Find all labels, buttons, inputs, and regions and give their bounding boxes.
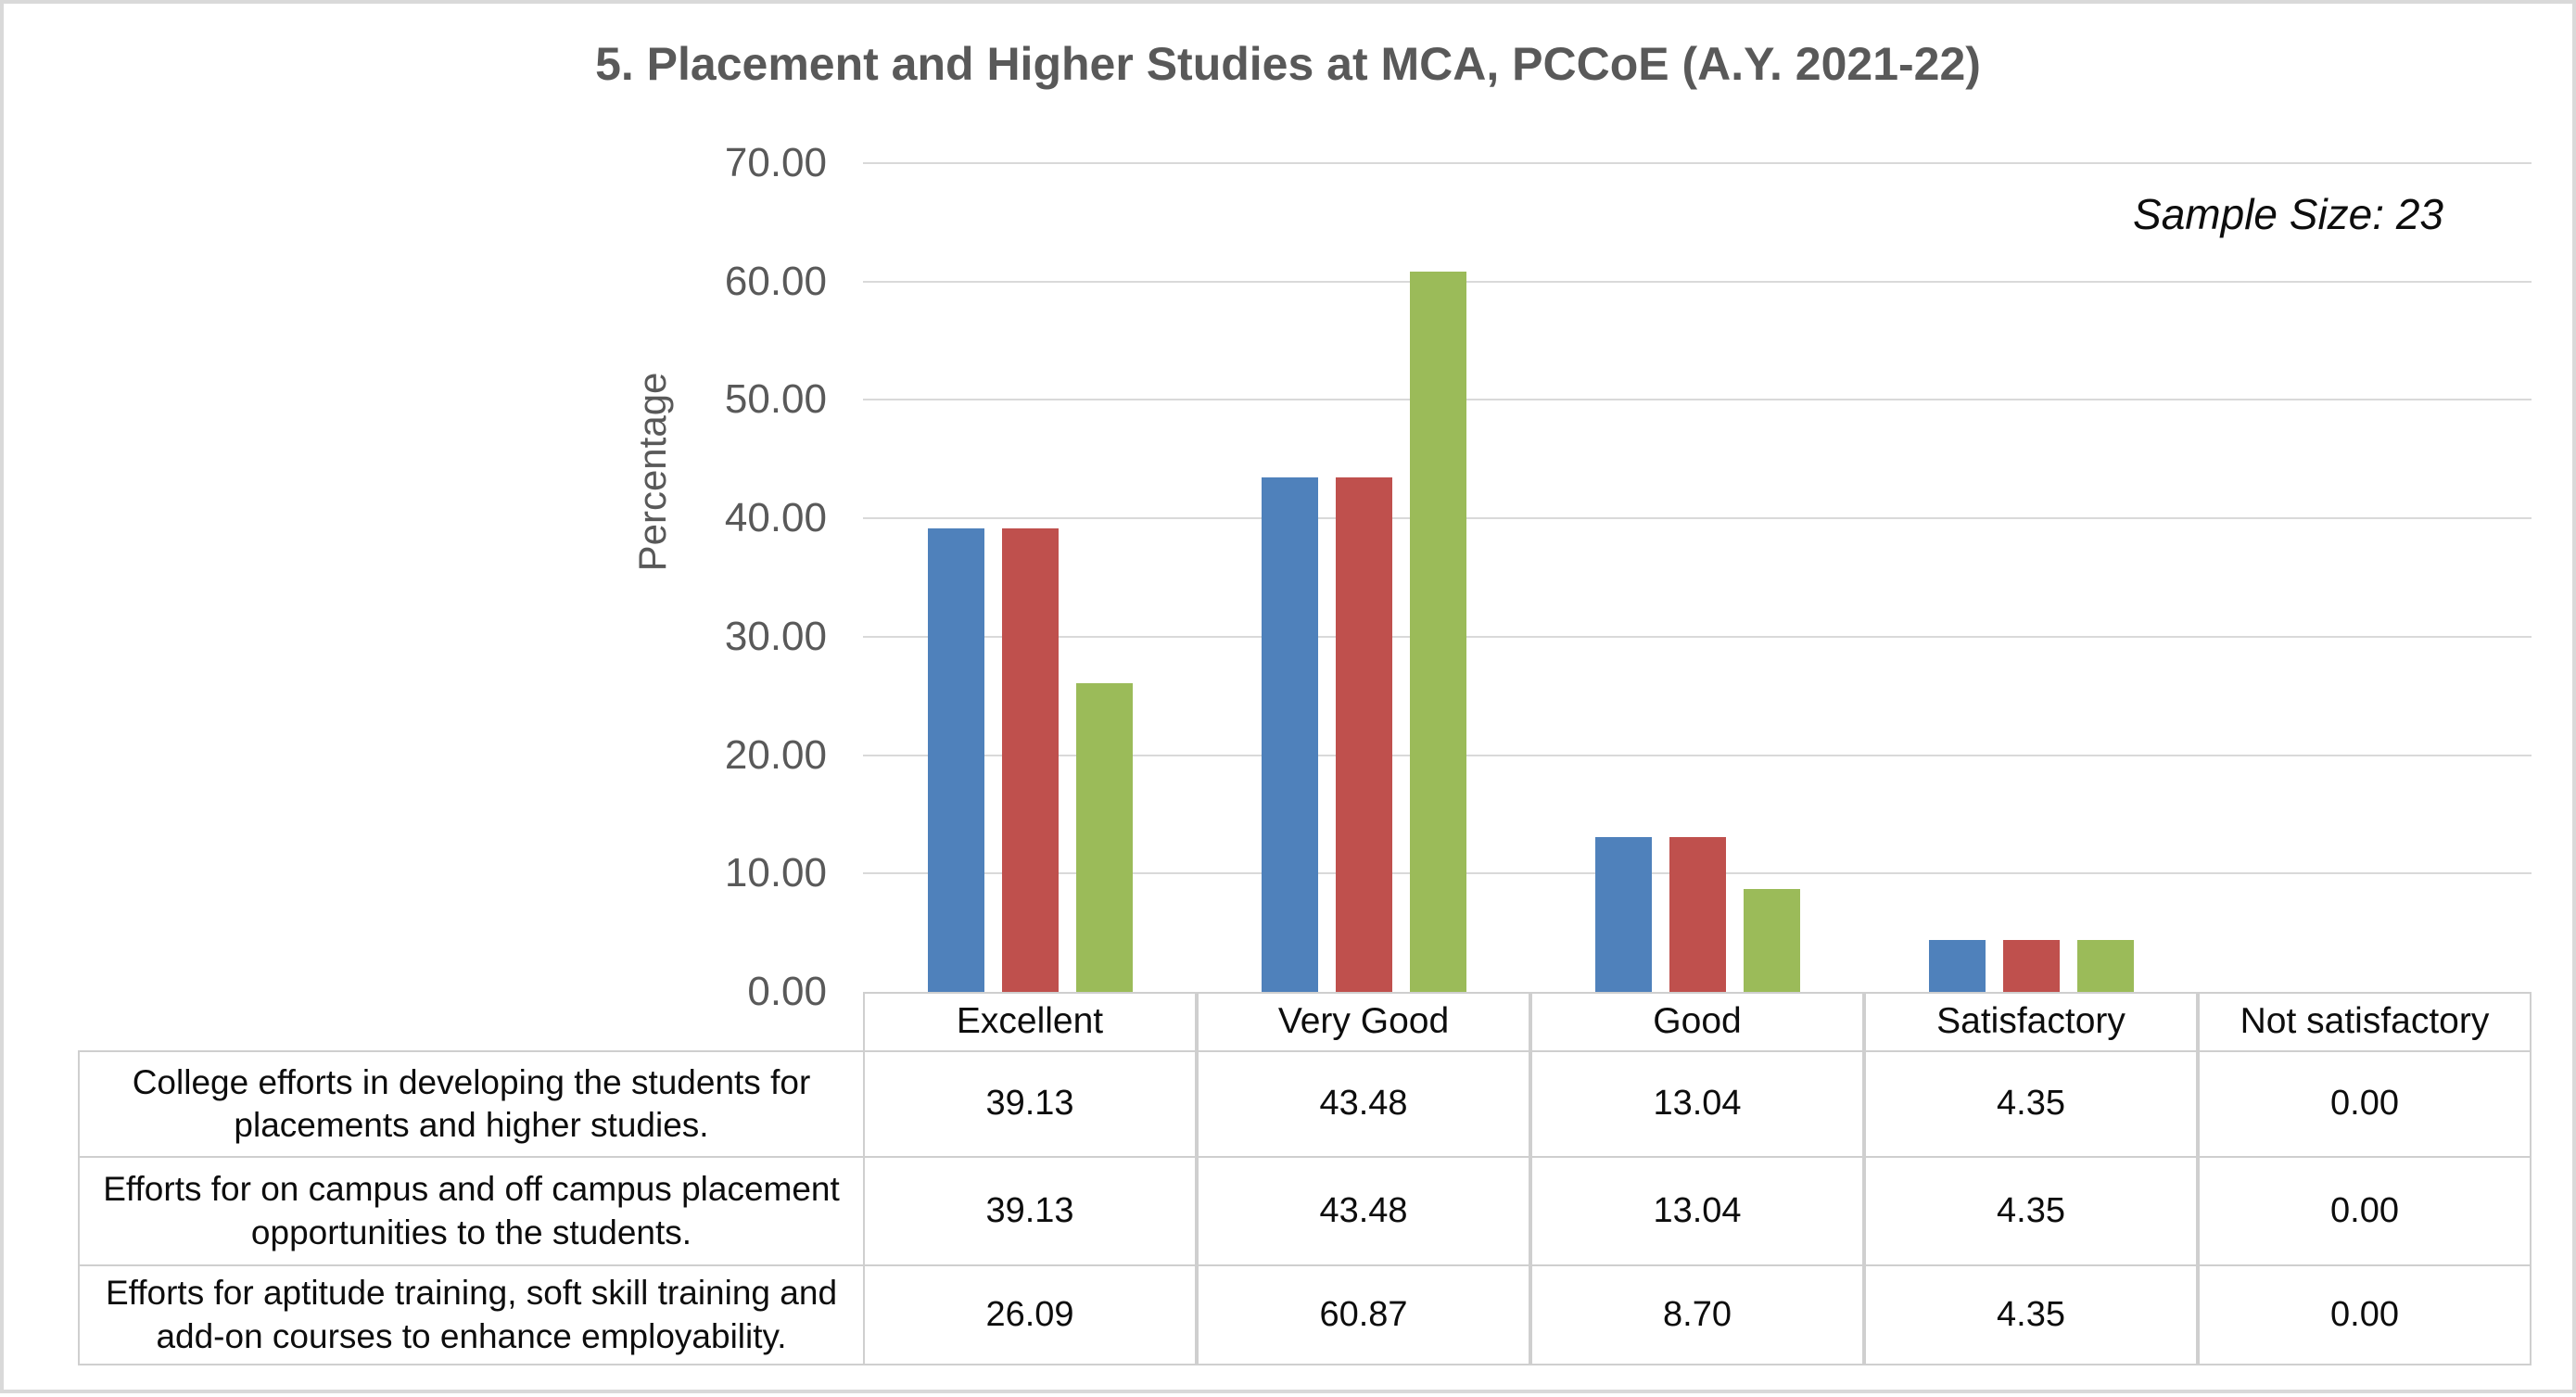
table-value-r1-c1: 39.13 [863, 1050, 1197, 1158]
bar-series3-satisfactory [2077, 940, 2134, 992]
bar-series1-satisfactory [1929, 940, 1986, 992]
table-value-r2-c3: 13.04 [1530, 1156, 1864, 1266]
table-row-label-2: Efforts for on campus and off campus pla… [78, 1156, 865, 1266]
table-value-r3-c4: 4.35 [1864, 1264, 2198, 1365]
gridline-50 [863, 399, 2532, 401]
table-value-r3-c5: 0.00 [2198, 1264, 2532, 1365]
y-tick-label-40: 40.00 [724, 495, 827, 541]
bar-series2-good [1669, 837, 1726, 992]
table-header-good: Good [1530, 992, 1864, 1052]
table-value-r2-c2: 43.48 [1197, 1156, 1530, 1266]
y-tick-label-30: 30.00 [724, 613, 827, 659]
table-value-r3-c2: 60.87 [1197, 1264, 1530, 1365]
table-row-label-3: Efforts for aptitude training, soft skil… [78, 1264, 865, 1365]
bar-series3-good [1744, 889, 1800, 992]
gridline-30 [863, 635, 2532, 638]
table-header-very-good: Very Good [1197, 992, 1530, 1052]
bar-series2-very-good [1336, 477, 1392, 992]
bar-series3-excellent [1076, 683, 1133, 992]
table-value-r2-c4: 4.35 [1864, 1156, 2198, 1266]
sample-size-annotation: Sample Size: 23 [2133, 190, 2443, 238]
gridline-70 [863, 162, 2532, 164]
y-tick-label-20: 20.00 [724, 731, 827, 778]
table-value-r3-c1: 26.09 [863, 1264, 1197, 1365]
y-tick-label-10: 10.00 [724, 850, 827, 896]
table-value-r1-c5: 0.00 [2198, 1050, 2532, 1158]
gridline-40 [863, 517, 2532, 520]
table-row-label-1: College efforts in developing the studen… [78, 1050, 865, 1158]
table-header-not-satisfactory: Not satisfactory [2198, 992, 2532, 1052]
y-tick-label-60: 60.00 [724, 258, 827, 304]
y-tick-label-70: 70.00 [724, 140, 827, 185]
bar-series3-very-good [1410, 272, 1466, 992]
table-value-r1-c4: 4.35 [1864, 1050, 2198, 1158]
table-value-r2-c1: 39.13 [863, 1156, 1197, 1266]
table-value-r1-c2: 43.48 [1197, 1050, 1530, 1158]
y-tick-label-50: 50.00 [724, 376, 827, 423]
bar-series2-satisfactory [2003, 940, 2060, 992]
table-value-r1-c3: 13.04 [1530, 1050, 1864, 1158]
gridline-60 [863, 280, 2532, 283]
bar-series1-good [1595, 837, 1652, 992]
bar-series1-excellent [928, 528, 984, 992]
table-value-r2-c5: 0.00 [2198, 1156, 2532, 1266]
table-value-r3-c3: 8.70 [1530, 1264, 1864, 1365]
chart-title: 5. Placement and Higher Studies at MCA, … [595, 38, 1981, 90]
table-header-satisfactory: Satisfactory [1864, 992, 2198, 1052]
plot-area [863, 162, 2532, 992]
bar-series2-excellent [1002, 528, 1059, 992]
y-tick-label-0: 0.00 [747, 969, 827, 1014]
y-axis-tick-labels: 0.00 10.00 20.00 30.00 40.00 50.00 60.00 70.00 [641, 4, 827, 1397]
gridline-20 [863, 754, 2532, 756]
table-header-excellent: Excellent [863, 992, 1197, 1052]
bar-series1-very-good [1262, 477, 1318, 992]
